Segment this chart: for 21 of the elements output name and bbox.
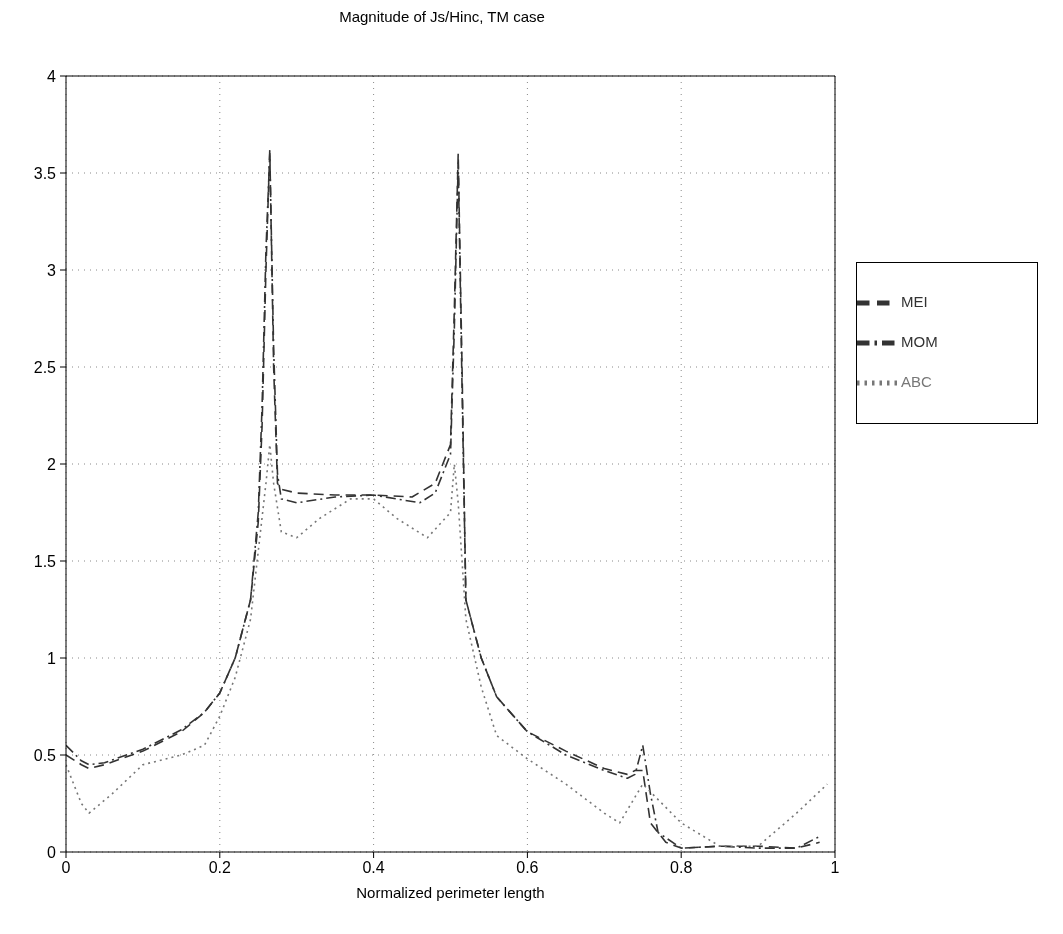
y-tick-label: 1 — [47, 649, 57, 667]
x-tick-label: 0 — [61, 859, 71, 877]
y-tick-label: 2.5 — [33, 358, 57, 376]
y-tick-label: 0 — [47, 843, 57, 861]
y-tick-label: 3 — [47, 261, 57, 279]
y-tick-label: 2 — [47, 455, 57, 473]
legend-label: MOM — [901, 332, 938, 350]
x-tick-label: 0.2 — [208, 859, 232, 877]
y-tick-label: 3.5 — [33, 164, 57, 182]
legend-label: MEI — [901, 292, 928, 310]
y-tick-label: 4 — [47, 67, 57, 85]
x-tick-label: 0.8 — [670, 859, 693, 877]
y-tick-label: 0.5 — [33, 746, 57, 764]
x-tick-label: 0.6 — [516, 859, 539, 877]
y-tick-label: 1.5 — [33, 552, 57, 570]
x-tick-label: 1 — [830, 859, 840, 877]
x-axis-title: Normalized perimeter length — [356, 884, 545, 901]
x-tick-label: 0.4 — [362, 859, 385, 877]
legend-label: ABC — [901, 372, 932, 390]
chart-title: Magnitude of Js/Hinc, TM case — [338, 8, 546, 27]
line-series — [66, 443, 829, 847]
